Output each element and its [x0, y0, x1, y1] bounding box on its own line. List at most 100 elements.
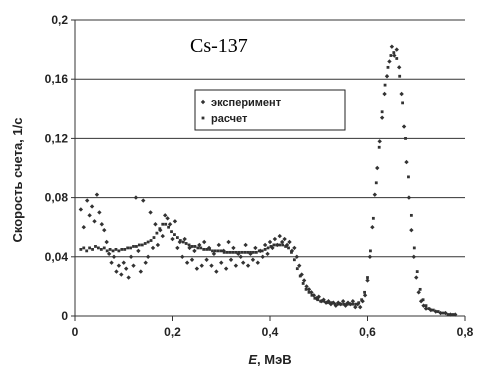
- experiment-point: [114, 269, 119, 274]
- experiment-point: [89, 204, 95, 209]
- calc-point: [348, 302, 352, 306]
- experiment-point: [87, 213, 92, 218]
- experiment-point: [396, 65, 402, 70]
- calc-point: [446, 313, 450, 316]
- experiment-point: [177, 239, 183, 245]
- calc-point: [254, 250, 258, 254]
- legend-box: [194, 89, 346, 131]
- calc-point: [120, 248, 124, 251]
- experiment-point: [109, 260, 114, 265]
- experiment-point: [219, 260, 224, 265]
- calc-point: [272, 243, 276, 247]
- experiment-point: [111, 254, 117, 259]
- experiment-point: [362, 293, 368, 298]
- calc-point: [129, 246, 132, 250]
- experiment-point: [253, 245, 258, 251]
- experiment-point: [260, 254, 265, 259]
- calc-point: [354, 302, 358, 306]
- axes: [71, 19, 466, 321]
- calc-point: [436, 310, 440, 313]
- calc-point: [88, 246, 92, 250]
- calc-point: [392, 51, 396, 54]
- experiment-point: [350, 299, 356, 304]
- experiment-point: [370, 225, 375, 230]
- calc-point: [336, 302, 340, 306]
- experiment-point: [365, 278, 370, 283]
- experiment-point: [409, 227, 414, 233]
- calc-point: [342, 302, 346, 306]
- calc-point: [383, 83, 387, 87]
- legend-label-experiment: эксперимент: [211, 97, 282, 109]
- calc-point: [161, 222, 165, 226]
- legend-marker-experiment-shape: [200, 99, 206, 105]
- experiment-point: [394, 47, 399, 52]
- x-tick-label: 0,8: [457, 325, 474, 339]
- calc-point: [228, 250, 232, 254]
- experiment-point: [128, 254, 134, 259]
- experiment-point: [416, 290, 421, 295]
- experiment-point: [226, 239, 231, 245]
- y-tick-label: 0,16: [45, 72, 69, 86]
- calc-point: [269, 245, 273, 248]
- experiment-point: [301, 278, 307, 283]
- chart-title: Cs-137: [190, 35, 248, 57]
- experiment-point: [155, 242, 161, 248]
- experiment-point: [106, 251, 112, 257]
- calc-point: [111, 249, 115, 253]
- experiment-point: [404, 159, 409, 165]
- experiment-point: [92, 219, 97, 224]
- calc-point: [377, 145, 381, 149]
- experiment-point: [294, 254, 300, 259]
- calc-point: [260, 249, 264, 253]
- calc-point: [333, 302, 337, 306]
- experiment-point: [245, 263, 251, 268]
- experiment-point: [143, 260, 148, 265]
- experiment-point: [150, 245, 156, 251]
- calc-point: [202, 248, 206, 251]
- calc-point: [123, 248, 127, 251]
- experiment-point: [136, 248, 141, 254]
- calc-point: [222, 250, 226, 254]
- experiment-point: [392, 53, 397, 58]
- experiment-point: [306, 287, 312, 292]
- experiment-point: [240, 260, 246, 265]
- experiment-point: [121, 260, 126, 265]
- calc-point: [105, 249, 109, 253]
- experiment-point: [265, 251, 270, 257]
- calc-point: [143, 242, 147, 245]
- calc-point: [339, 302, 343, 306]
- calc-point: [231, 250, 235, 254]
- calc-point: [451, 313, 455, 316]
- legend: эксперимент расчет: [194, 89, 346, 131]
- experiment-point: [170, 236, 175, 242]
- calc-point: [395, 57, 399, 60]
- calc-point: [234, 250, 238, 254]
- calc-point: [401, 101, 404, 105]
- calc-point: [278, 243, 282, 247]
- calc-point: [421, 298, 425, 302]
- legend-marker-calc-shape: [201, 116, 205, 120]
- calc-point: [357, 301, 361, 305]
- experiment-point: [367, 254, 373, 259]
- experiment-point: [199, 263, 204, 268]
- experiment-point: [165, 216, 170, 221]
- legend-marker-experiment: [200, 99, 206, 105]
- experiment-point: [145, 254, 151, 259]
- calc-point: [328, 301, 331, 305]
- calc-point: [216, 249, 220, 253]
- calc-point: [211, 249, 214, 253]
- experiment-point: [180, 254, 185, 259]
- experiment-point: [102, 227, 107, 233]
- calc-point: [152, 236, 156, 239]
- experiment-point: [243, 242, 248, 248]
- experiment-point: [172, 219, 178, 224]
- experiment-point: [379, 115, 385, 120]
- experiment-point: [123, 266, 129, 271]
- calc-point: [225, 250, 229, 254]
- calc-point: [117, 249, 121, 253]
- calc-point: [322, 299, 326, 303]
- experiment-point: [250, 257, 256, 262]
- calc-point: [284, 245, 287, 248]
- calc-point: [240, 250, 244, 254]
- calc-point: [304, 287, 308, 291]
